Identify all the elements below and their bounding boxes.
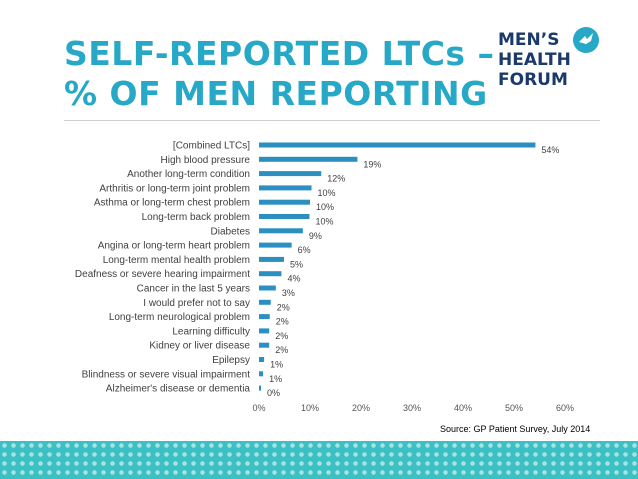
data-label: 54% bbox=[541, 145, 559, 155]
category-label: Epilepsy bbox=[212, 355, 250, 366]
bar bbox=[259, 185, 312, 191]
bar bbox=[259, 156, 358, 162]
bar bbox=[259, 199, 310, 205]
x-tick-label: 30% bbox=[403, 403, 421, 413]
bar-chart: [Combined LTCs] 54% High blood pressure 19%… bbox=[75, 141, 574, 414]
category-label: Cancer in the last 5 years bbox=[137, 284, 250, 295]
bar bbox=[259, 228, 303, 234]
category-label: Learning difficulty bbox=[172, 326, 250, 337]
source-note: Source: GP Patient Survey, July 2014 bbox=[440, 424, 591, 434]
category-label: Angina or long-term heart problem bbox=[98, 241, 250, 252]
footer-pattern-band bbox=[0, 441, 638, 479]
data-label: 1% bbox=[270, 360, 283, 370]
bar bbox=[259, 271, 282, 277]
mens-health-forum-logo: MEN’S HEALTH FORUM bbox=[498, 22, 616, 102]
x-tick-label: 10% bbox=[301, 403, 319, 413]
bar bbox=[259, 299, 271, 305]
bar bbox=[259, 314, 270, 320]
bar bbox=[259, 285, 276, 291]
data-label: 10% bbox=[316, 202, 334, 212]
data-label: 1% bbox=[269, 374, 282, 384]
x-tick-label: 40% bbox=[454, 403, 472, 413]
logo-line-1: MEN’S bbox=[498, 30, 560, 50]
data-label: 19% bbox=[363, 159, 381, 169]
data-label: 10% bbox=[315, 217, 333, 227]
x-tick-label: 20% bbox=[352, 403, 370, 413]
category-label: High blood pressure bbox=[161, 155, 251, 166]
category-label: Another long-term condition bbox=[127, 169, 250, 180]
x-tick-label: 0% bbox=[252, 403, 265, 413]
bar bbox=[259, 171, 322, 177]
logo-line-3: FORUM bbox=[498, 70, 568, 90]
data-label: 2% bbox=[276, 317, 289, 327]
data-label: 6% bbox=[298, 245, 311, 255]
title-line-1: SELF-REPORTED LTCs – bbox=[64, 34, 495, 73]
bar bbox=[259, 357, 265, 362]
category-label: Diabetes bbox=[211, 226, 250, 237]
category-label: Blindness or severe visual impairment bbox=[82, 369, 251, 380]
page-title: SELF-REPORTED LTCs – % OF MEN REPORTING bbox=[64, 34, 495, 114]
bar bbox=[259, 385, 262, 391]
category-label: [Combined LTCs] bbox=[173, 141, 250, 152]
data-label: 12% bbox=[327, 174, 345, 184]
bar bbox=[259, 214, 310, 219]
bar bbox=[259, 371, 264, 377]
x-tick-label: 60% bbox=[556, 403, 574, 413]
data-label: 2% bbox=[277, 302, 290, 312]
category-label: Long-term neurological problem bbox=[109, 312, 250, 323]
category-label: Kidney or liver disease bbox=[149, 341, 250, 352]
data-label: 9% bbox=[309, 231, 322, 241]
category-label: Long-term back problem bbox=[142, 212, 250, 223]
data-label: 0% bbox=[267, 388, 280, 398]
bar bbox=[259, 256, 284, 262]
category-label: I would prefer not to say bbox=[143, 298, 250, 309]
category-label: Long-term mental health problem bbox=[103, 255, 250, 266]
bar bbox=[259, 328, 270, 334]
bar bbox=[259, 242, 292, 248]
category-label: Arthritis or long-term joint problem bbox=[99, 183, 250, 194]
data-label: 10% bbox=[318, 188, 336, 198]
category-label: Alzheimer's disease or dementia bbox=[106, 384, 251, 395]
data-label: 2% bbox=[275, 331, 288, 341]
category-label: Asthma or long-term chest problem bbox=[94, 198, 250, 209]
bar bbox=[259, 342, 270, 348]
logo-line-2: HEALTH bbox=[498, 50, 571, 70]
data-label: 3% bbox=[282, 288, 295, 298]
logo-badge-icon bbox=[573, 27, 599, 53]
bar bbox=[259, 142, 536, 148]
data-label: 5% bbox=[290, 259, 303, 269]
title-line-2: % OF MEN REPORTING bbox=[64, 74, 488, 113]
data-label: 4% bbox=[287, 274, 300, 284]
x-tick-label: 50% bbox=[505, 403, 523, 413]
header-divider bbox=[64, 120, 600, 121]
data-label: 2% bbox=[275, 345, 288, 355]
category-label: Deafness or severe hearing impairment bbox=[75, 269, 250, 280]
